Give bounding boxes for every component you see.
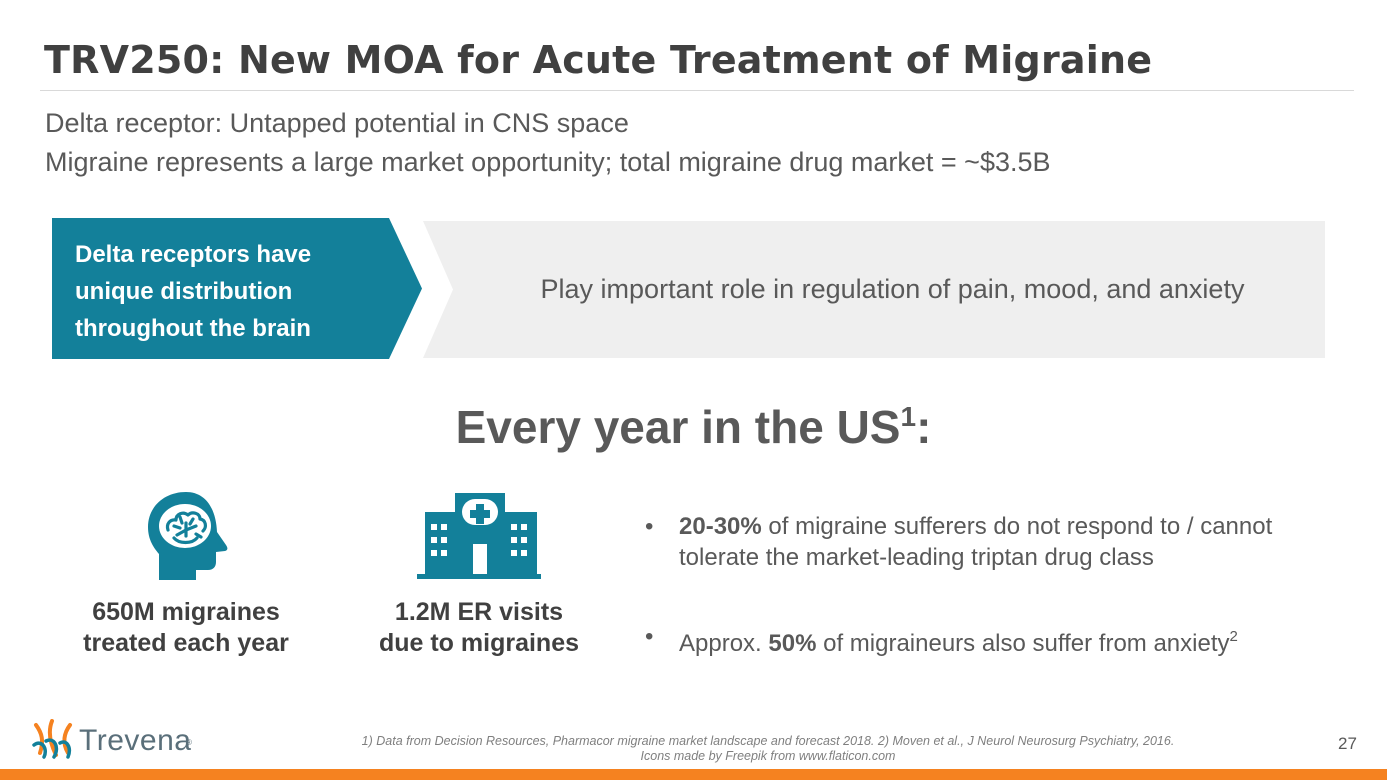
chevron-line: throughout the brain bbox=[75, 315, 311, 342]
bullet-anxiety: Approx. 50% of migraineurs also suffer f… bbox=[645, 621, 1335, 659]
footnote-icons-credit: Icons made by Freepik from www.flaticon.… bbox=[640, 749, 896, 763]
every-year-text: Every year in the US bbox=[455, 401, 901, 453]
subtitle-market: Migraine represents a large market oppor… bbox=[45, 147, 1051, 177]
every-year-heading: Every year in the US1: bbox=[0, 400, 1387, 454]
brain-head-icon bbox=[148, 492, 228, 580]
stat-line: 1.2M ER visits bbox=[394, 598, 564, 626]
footnote-ref-2: 2 bbox=[1229, 628, 1238, 645]
bullet-highlight: 20-30% bbox=[679, 513, 762, 540]
stat-line: due to migraines bbox=[378, 629, 580, 657]
hospital-icon bbox=[417, 493, 541, 579]
statement-banner bbox=[423, 221, 1325, 358]
chevron-line: Delta receptors have bbox=[75, 241, 312, 268]
chevron-text: Delta receptors have unique distribution… bbox=[75, 236, 385, 347]
bullet-text: of migraineurs also suffer from anxiety bbox=[816, 630, 1230, 657]
chevron-line: unique distribution bbox=[75, 278, 293, 305]
footnote: 1) Data from Decision Resources, Pharmac… bbox=[300, 734, 1236, 764]
stat-line: treated each year bbox=[83, 629, 289, 657]
bullet-highlight: 50% bbox=[768, 630, 817, 657]
key-facts-list: 20-30% of migraine sufferers do not resp… bbox=[645, 511, 1335, 659]
bullet-triptan: 20-30% of migraine sufferers do not resp… bbox=[645, 511, 1335, 573]
page-number: 27 bbox=[1338, 734, 1357, 753]
delta-chevron bbox=[52, 218, 422, 359]
slide-title: TRV250: New MOA for Acute Treatment of M… bbox=[44, 38, 1153, 82]
stat-line: 650M migraines bbox=[92, 598, 280, 626]
registered-mark: ® bbox=[186, 738, 192, 747]
every-year-colon: : bbox=[916, 401, 932, 453]
trevena-logo-text: Trevena bbox=[79, 724, 192, 757]
stat-migraines-treated: 650M migraines treated each year bbox=[56, 597, 316, 659]
stat-er-visits: 1.2M ER visits due to migraines bbox=[349, 597, 609, 659]
bottom-accent-bar bbox=[0, 769, 1387, 780]
footnote-sources: 1) Data from Decision Resources, Pharmac… bbox=[361, 734, 1175, 748]
bullet-text: of migraine sufferers do not respond to … bbox=[679, 513, 1273, 571]
title-divider bbox=[40, 90, 1354, 91]
footnote-ref-1: 1 bbox=[900, 401, 917, 432]
bullet-prefix: Approx. bbox=[679, 630, 769, 657]
statement-text: Play important role in regulation of pai… bbox=[540, 274, 1245, 304]
trevena-logo-icon bbox=[32, 719, 72, 759]
subtitle-delta-receptor: Delta receptor: Untapped potential in CN… bbox=[45, 108, 629, 138]
